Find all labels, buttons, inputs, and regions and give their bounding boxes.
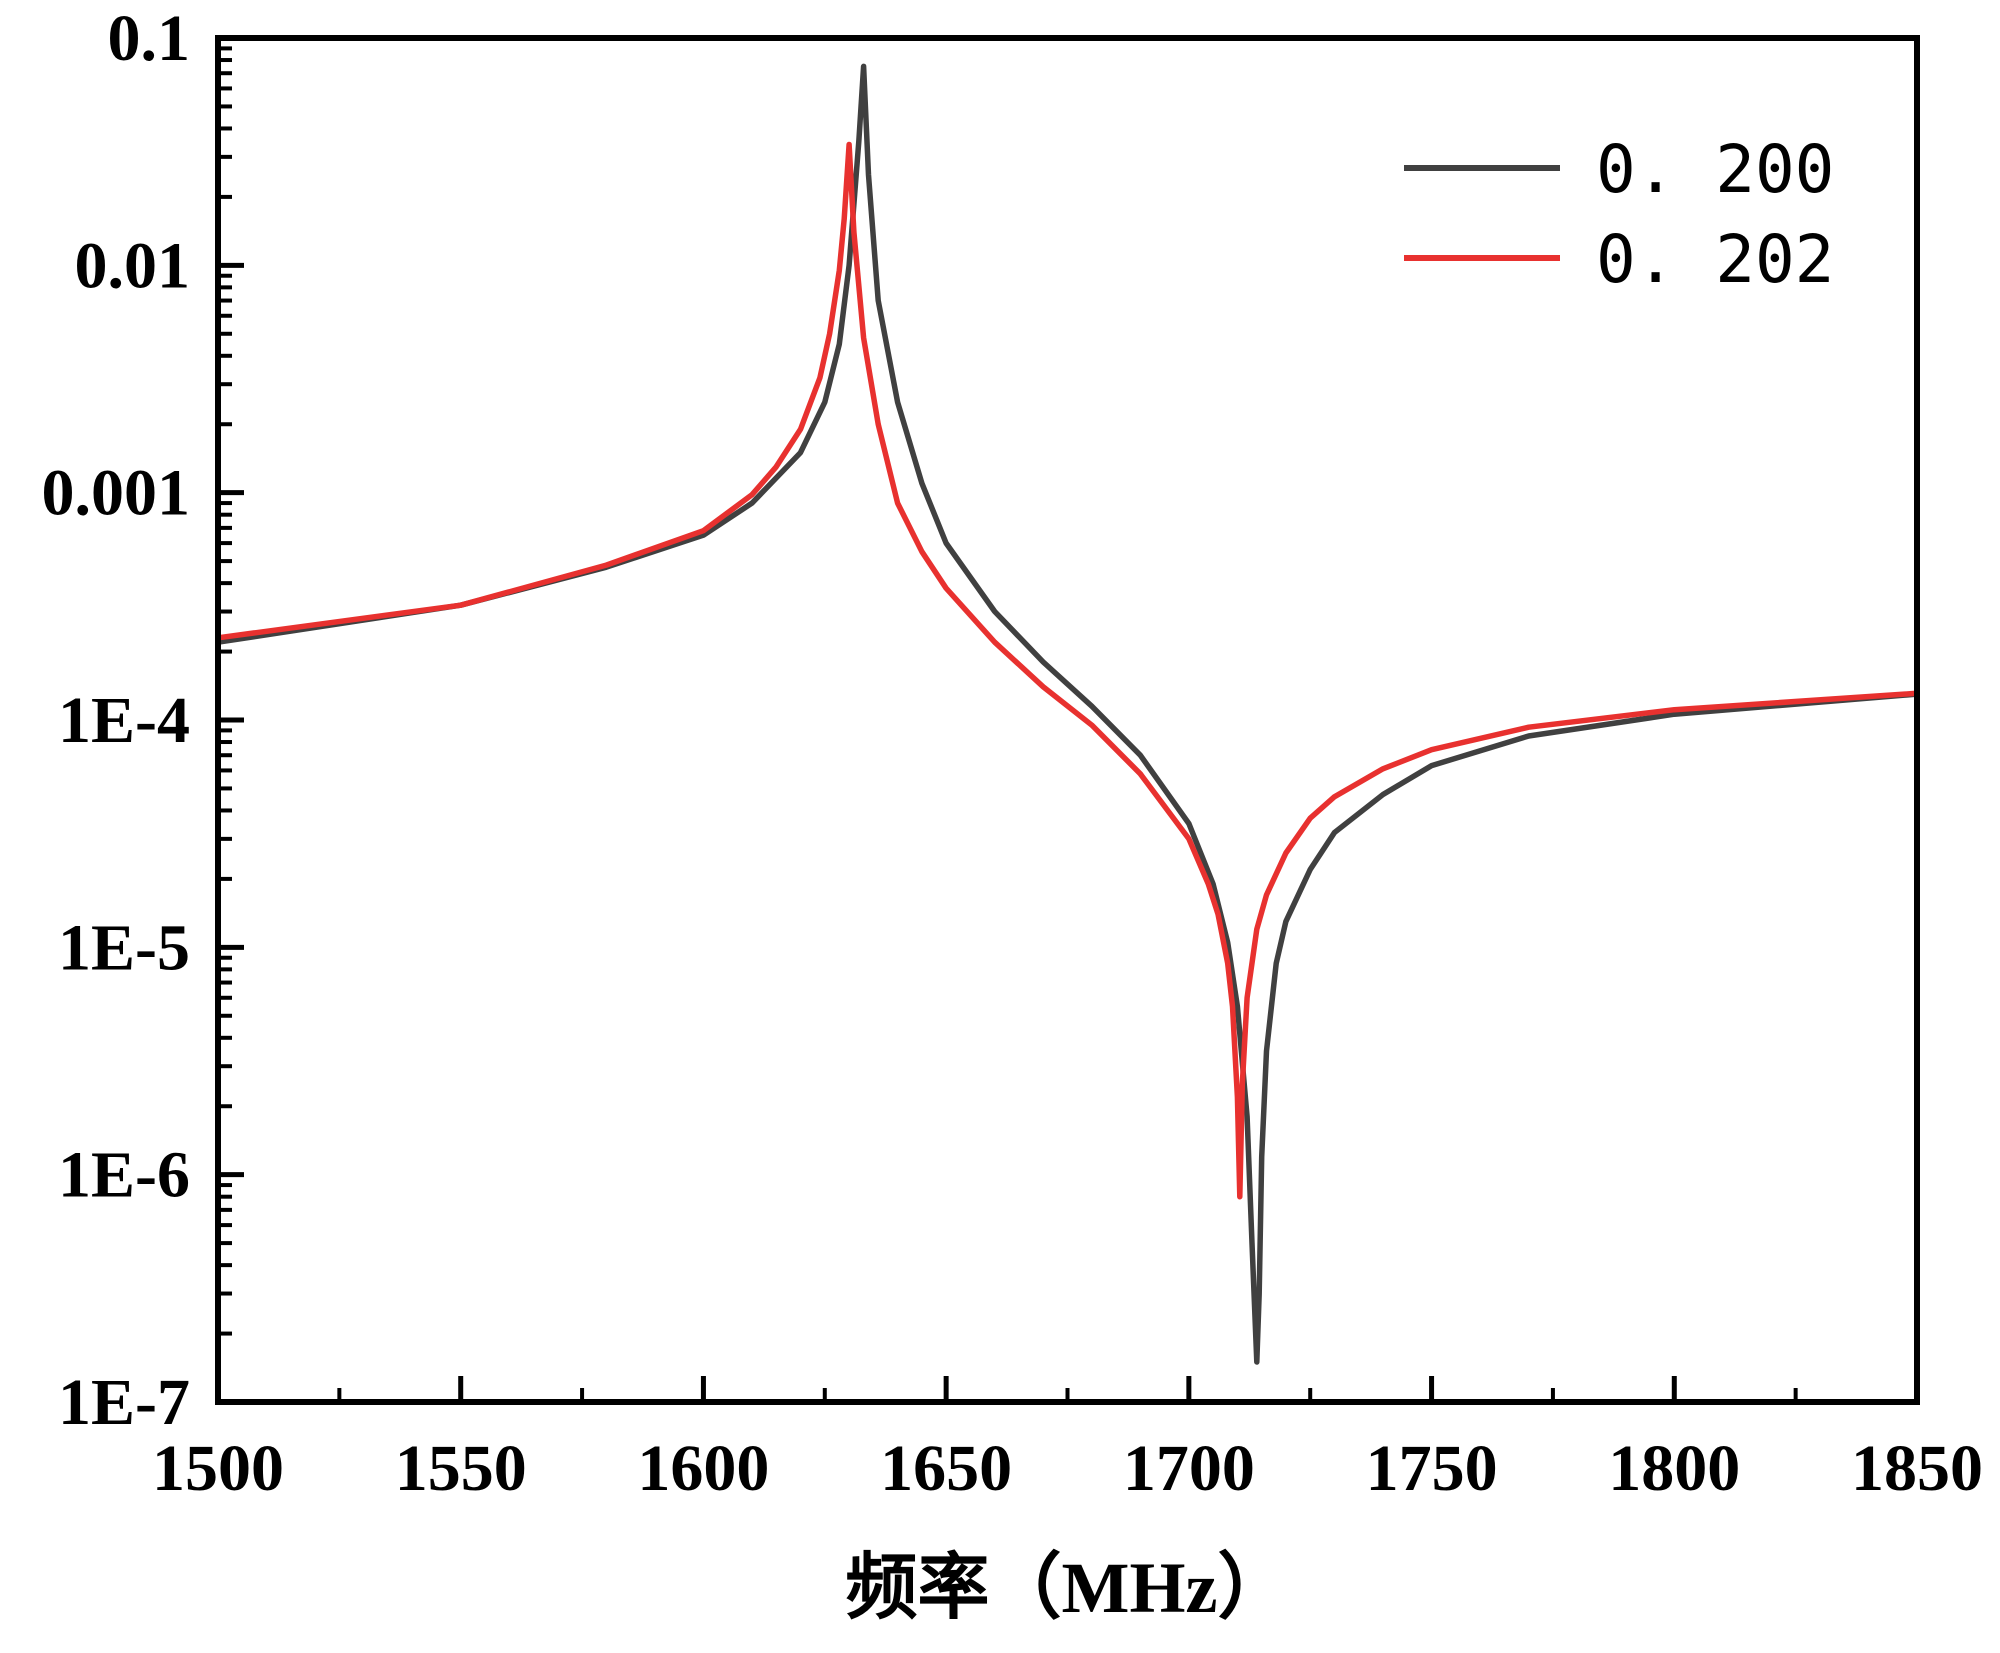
axes-layer: 1500 1550 1600 1650 1700 1750 1800 1850 1E-7 1E-6… (42, 2, 1984, 1505)
series-layer (215, 63, 1920, 1365)
x-tick-label: 1800 (1608, 1432, 1740, 1505)
legend-label-1: 0. 202 (1596, 221, 1834, 298)
x-tick-label: 1600 (637, 1432, 769, 1505)
y-tick-label: 1E-6 (58, 1139, 190, 1212)
x-tick-label: 1650 (880, 1432, 1012, 1505)
x-axis-title: 频率（MHz） (846, 1548, 1290, 1628)
x-tick-label: 1700 (1123, 1432, 1255, 1505)
y-tick-label: 0.001 (42, 457, 191, 530)
y-tick-label: 0.1 (108, 2, 191, 75)
y-tick-label: 0.01 (75, 229, 191, 302)
y-tick-label: 1E-4 (58, 684, 190, 757)
legend: 0. 200 0. 202 (1404, 131, 1834, 298)
x-tick-label: 1500 (152, 1432, 284, 1505)
y-tick-label: 1E-7 (58, 1366, 190, 1439)
legend-label-0: 0. 200 (1596, 131, 1834, 208)
y-tick-label: 1E-5 (58, 911, 190, 984)
x-tick-label: 1550 (395, 1432, 527, 1505)
series-line-1 (215, 141, 1920, 1200)
x-tick-label: 1750 (1366, 1432, 1498, 1505)
series-line-0 (215, 63, 1920, 1365)
x-tick-label: 1850 (1851, 1432, 1983, 1505)
